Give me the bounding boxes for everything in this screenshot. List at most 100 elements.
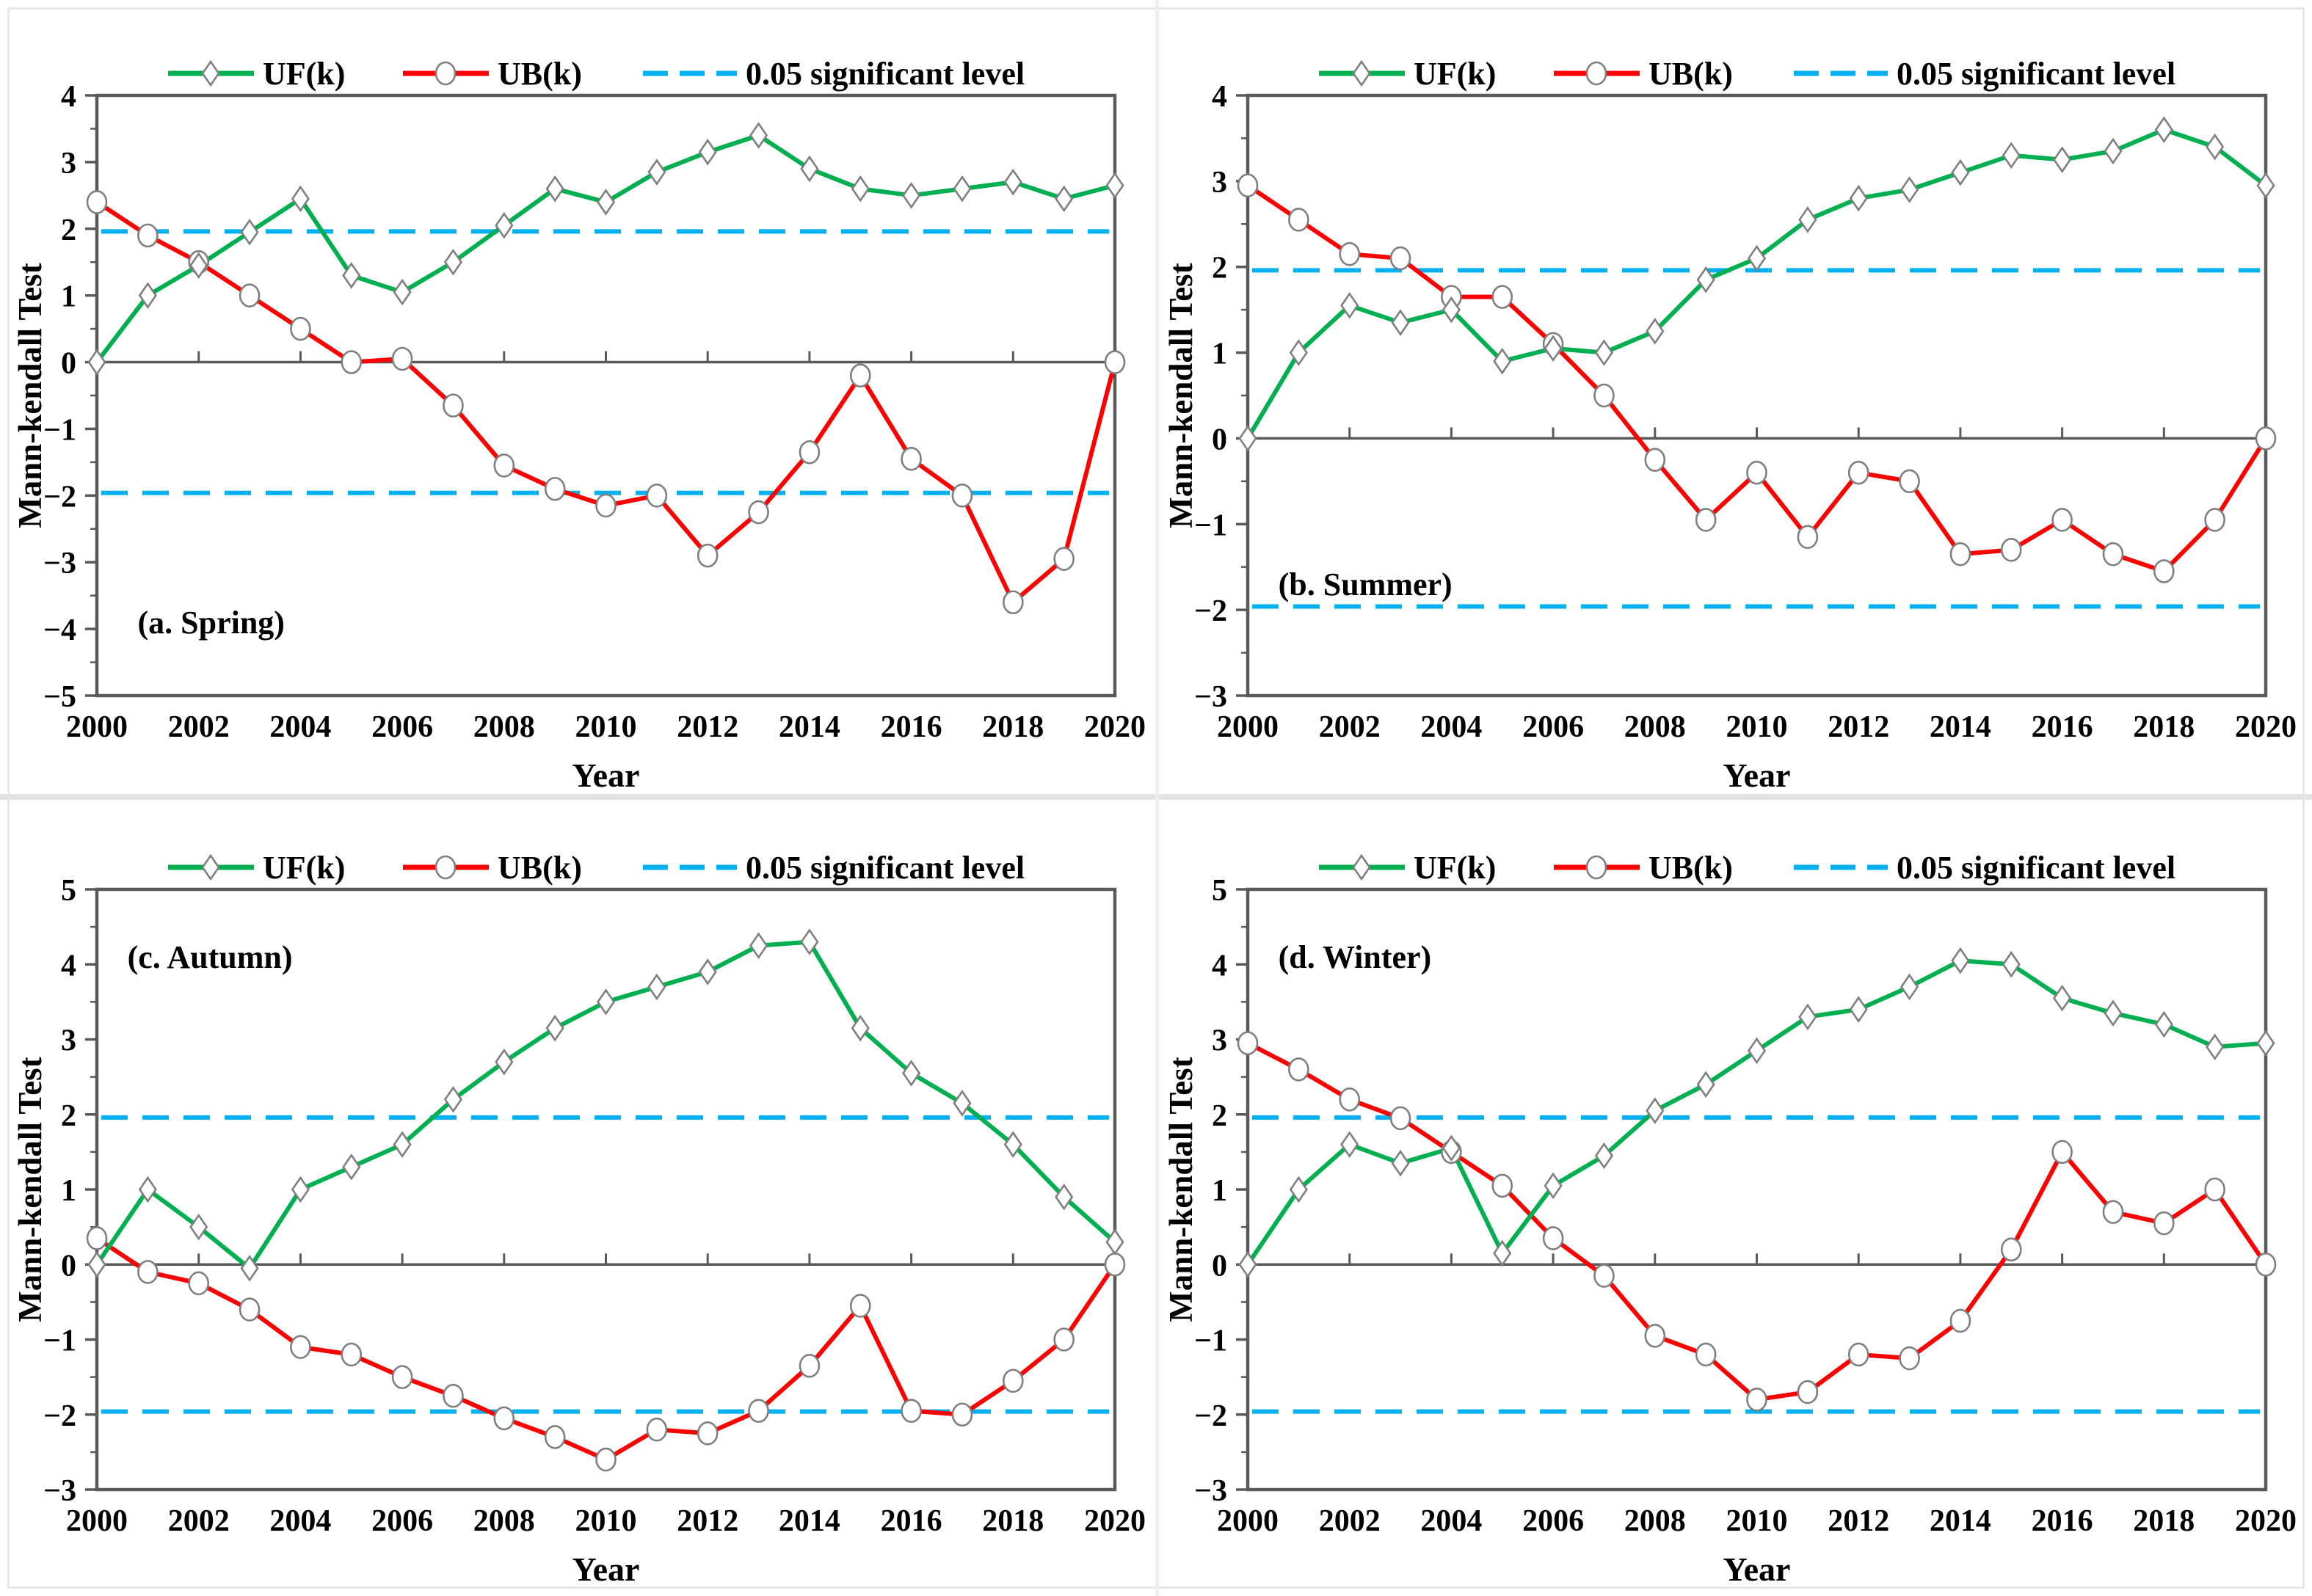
panel-a-spring: −5 −4 −3 −2 −1 0 1 2 3 4 2000 2002 2004 2006 2008 2010 2… bbox=[10, 9, 1155, 794]
ub-marker bbox=[391, 346, 413, 371]
ub-marker bbox=[2102, 1200, 2124, 1224]
x-axis-tick-label: 2010 bbox=[1726, 1504, 1788, 1538]
x-axis-title: Year bbox=[572, 1551, 640, 1588]
y-axis-tick-label: −5 bbox=[43, 680, 76, 714]
legend-uf-label: UF(k) bbox=[263, 850, 345, 886]
uf-marker bbox=[800, 928, 819, 955]
y-axis-tick-label: −1 bbox=[43, 413, 76, 447]
x-axis-tick-label: 2020 bbox=[1084, 710, 1146, 744]
panel-caption: (d. Winter) bbox=[1279, 939, 1432, 975]
y-axis-tick-label: 3 bbox=[61, 147, 76, 181]
uf-marker bbox=[902, 1060, 921, 1087]
x-axis-tick-label: 2012 bbox=[1828, 1504, 1889, 1538]
uf-marker bbox=[2154, 116, 2173, 144]
x-axis-tick-label: 2020 bbox=[1084, 1504, 1146, 1538]
uf-marker bbox=[1544, 335, 1563, 362]
x-axis-tick-label: 2008 bbox=[473, 1504, 535, 1538]
ub-marker bbox=[2255, 1252, 2277, 1277]
ub-marker bbox=[1644, 448, 1666, 472]
uf-marker bbox=[2206, 133, 2225, 161]
uf-marker bbox=[2206, 1033, 2225, 1061]
x-axis-tick-label: 2004 bbox=[269, 710, 331, 744]
x-axis-tick-label: 2000 bbox=[66, 710, 128, 744]
uf-marker bbox=[2104, 999, 2123, 1027]
uf-marker bbox=[1105, 1228, 1124, 1256]
uf-markers bbox=[87, 122, 1124, 376]
legend-uf-marker-icon bbox=[201, 59, 220, 87]
uf-marker bbox=[1951, 947, 1970, 974]
legend-ub-label: UB(k) bbox=[498, 850, 582, 886]
x-axis-tick-label: 2008 bbox=[1624, 1504, 1686, 1538]
panel-d-winter: −3 −2 −1 0 1 2 3 4 5 2000 2002 2004 2006 2008 2010 2012… bbox=[1161, 803, 2306, 1588]
ub-marker bbox=[697, 1421, 719, 1446]
uf-marker bbox=[902, 182, 921, 209]
ub-markers bbox=[1237, 1031, 2277, 1412]
uf-marker bbox=[1747, 244, 1767, 272]
y-axis: −5 −4 −3 −2 −1 0 1 2 3 4 bbox=[43, 80, 97, 714]
uf-marker bbox=[851, 1014, 870, 1042]
legend-uf-marker-icon bbox=[1352, 853, 1371, 881]
uf-marker bbox=[1105, 172, 1124, 199]
y-axis-title: Mann-kendall Test bbox=[1163, 1057, 1199, 1322]
x-axis-tick-label: 2010 bbox=[575, 710, 637, 744]
legend-uf-marker-icon bbox=[201, 853, 220, 881]
ub-marker bbox=[239, 283, 261, 307]
x-axis: 2000 2002 2004 2006 2008 2010 2012 2014 2016 2018… bbox=[1217, 1253, 2297, 1538]
y-axis-tick-label: −1 bbox=[43, 1324, 76, 1358]
uf-marker bbox=[1238, 1250, 1257, 1278]
uf-marker bbox=[545, 175, 564, 203]
y-axis-tick-label: 1 bbox=[61, 1174, 76, 1208]
ub-marker bbox=[1053, 547, 1075, 571]
legend-ub-marker-icon bbox=[1585, 855, 1607, 880]
ub-marker bbox=[493, 1406, 515, 1431]
x-axis-tick-label: 2006 bbox=[371, 710, 433, 744]
uf-marker bbox=[291, 1176, 310, 1203]
y-axis-tick-label: 4 bbox=[61, 80, 76, 114]
x-axis-title: Year bbox=[1723, 1551, 1791, 1588]
ub-marker bbox=[1593, 383, 1615, 408]
ub-marker bbox=[1104, 350, 1126, 374]
ub-marker bbox=[1003, 1369, 1024, 1393]
ub-marker bbox=[1949, 542, 1971, 566]
x-axis-tick-label: 2004 bbox=[269, 1504, 331, 1538]
y-axis-tick-label: 2 bbox=[61, 214, 76, 247]
legend-sig-label: 0.05 significant level bbox=[1897, 850, 2175, 886]
ub-marker bbox=[901, 447, 922, 471]
y-axis: −3 −2 −1 0 1 2 3 4 bbox=[1194, 80, 1248, 714]
x-axis: 2000 2002 2004 2006 2008 2010 2012 2014 2016 2018… bbox=[1217, 427, 2297, 744]
x-axis-tick-label: 2002 bbox=[1319, 1504, 1381, 1538]
ub-marker bbox=[1695, 1342, 1717, 1367]
x-axis-tick-label: 2012 bbox=[677, 710, 738, 744]
uf-marker bbox=[953, 1090, 972, 1117]
x-axis-tick-label: 2008 bbox=[473, 710, 535, 744]
uf-marker bbox=[1696, 266, 1715, 294]
uf-marker bbox=[87, 349, 106, 376]
panel-divider-vertical bbox=[1155, 0, 1159, 1596]
uf-marker bbox=[1340, 292, 1359, 319]
ub-marker bbox=[2051, 508, 2073, 532]
uf-markers bbox=[1238, 116, 2275, 452]
ub-marker bbox=[2255, 426, 2277, 451]
y-axis-tick-label: 2 bbox=[61, 1099, 76, 1133]
legend-uf-label: UF(k) bbox=[263, 56, 345, 92]
ub-marker bbox=[2153, 1211, 2175, 1236]
legend-uf-marker-icon bbox=[1352, 59, 1371, 87]
ub-marker bbox=[748, 1399, 769, 1423]
ub-marker bbox=[1491, 285, 1513, 309]
y-axis-tick-label: −4 bbox=[43, 613, 76, 647]
panel-b-summer: −3 −2 −1 0 1 2 3 4 2000 2002 2004 2006 2008 2010 2012 2… bbox=[1161, 9, 2306, 794]
ub-marker bbox=[86, 1226, 108, 1250]
legend-ub-label: UB(k) bbox=[498, 56, 582, 92]
y-axis-tick-label: 4 bbox=[1212, 80, 1227, 114]
ub-marker bbox=[1237, 173, 1259, 197]
uf-marker bbox=[2053, 146, 2072, 173]
ub-marker bbox=[1389, 1106, 1411, 1131]
ub-marker bbox=[493, 453, 515, 478]
ub-marker bbox=[1491, 1173, 1513, 1198]
uf-marker bbox=[800, 155, 819, 183]
uf-marker bbox=[1493, 1239, 1512, 1267]
y-axis-tick-label: 1 bbox=[1212, 1174, 1227, 1208]
uf-marker bbox=[342, 1154, 361, 1181]
uf-marker bbox=[1646, 318, 1665, 345]
